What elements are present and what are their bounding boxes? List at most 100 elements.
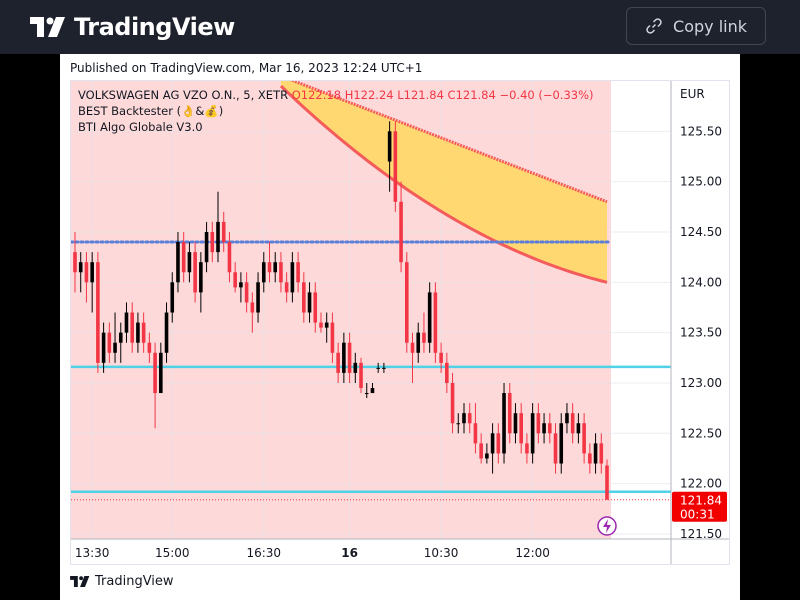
candle — [387, 121, 392, 192]
candle — [141, 312, 146, 353]
candle-body — [450, 382, 455, 424]
footer-brand: TradingView — [70, 574, 174, 589]
candle-body — [227, 242, 232, 273]
candle-body — [84, 262, 89, 283]
time-tick-label: 13:30 — [75, 546, 110, 560]
candle-body — [462, 413, 466, 424]
candle — [439, 342, 443, 373]
candle — [204, 221, 209, 273]
candle — [118, 322, 123, 363]
price-tick-label: 124.50 — [680, 225, 722, 239]
brand-logo[interactable]: TradingView — [30, 12, 235, 42]
candle-body — [284, 282, 289, 293]
candle — [525, 433, 529, 464]
candle — [319, 312, 323, 333]
candle-body — [193, 252, 197, 293]
candle-body — [239, 282, 243, 288]
candle — [239, 272, 243, 303]
time-tick-label: 16:30 — [246, 546, 281, 560]
candle-body — [181, 242, 186, 273]
candle — [559, 413, 564, 474]
price-tick-label: 123.50 — [680, 326, 722, 340]
candle — [221, 211, 226, 253]
candle-body — [256, 282, 260, 313]
candle-body — [296, 262, 300, 283]
candle — [324, 312, 329, 343]
candle — [427, 282, 432, 353]
candle-body — [279, 262, 283, 283]
candle — [147, 332, 152, 363]
candle-body — [416, 332, 421, 353]
time-tick-label: 12:00 — [515, 546, 550, 560]
price-tick-label: 122.00 — [680, 477, 722, 491]
candle-body — [376, 367, 380, 369]
candle-body — [479, 443, 483, 459]
candle — [582, 413, 586, 464]
price-tick-label: 125.50 — [680, 124, 722, 138]
candle — [605, 459, 609, 500]
candle-body — [404, 262, 409, 343]
candle-body — [307, 292, 312, 313]
candle-body — [588, 453, 592, 464]
candle-body — [204, 231, 209, 263]
candle-body — [96, 262, 100, 363]
candle-body — [244, 282, 249, 303]
candle-body — [439, 352, 443, 363]
chart-area[interactable]: EUR 125.50 125.00 124.50 124.00 123.50 123.00 1… — [70, 80, 730, 565]
candle — [210, 221, 215, 263]
candle — [399, 181, 403, 273]
candle-body — [382, 367, 386, 369]
candle — [261, 252, 266, 293]
candle-body — [107, 332, 112, 353]
legend-indicator-1: BEST Backtester (👌&💰) — [78, 104, 224, 118]
candle-body — [130, 312, 135, 343]
candle — [342, 332, 346, 383]
candle-body — [467, 413, 472, 424]
time-tick-label: 16 — [341, 546, 358, 560]
candle — [467, 403, 472, 434]
candle — [73, 231, 77, 293]
candle — [502, 382, 506, 464]
candle-body — [393, 131, 398, 202]
candle-body — [176, 242, 180, 283]
copy-link-label: Copy link — [673, 16, 747, 36]
candle — [216, 191, 220, 263]
candle — [78, 252, 83, 293]
time-tick-label: 10:30 — [424, 546, 459, 560]
candle — [84, 252, 89, 303]
candle — [576, 413, 581, 444]
candle — [519, 403, 523, 454]
candle — [273, 252, 278, 283]
price-chart[interactable]: EUR 125.50 125.00 124.50 124.00 123.50 123.00 1… — [71, 81, 730, 565]
candle-body — [502, 393, 506, 454]
candle — [330, 312, 335, 363]
legend-indicator-2: BTI Algo Globale V3.0 — [78, 120, 203, 134]
chart-card: Published on TradingView.com, Mar 16, 20… — [60, 54, 740, 600]
candle-body — [542, 423, 546, 434]
candle-body — [147, 342, 152, 353]
published-info: Published on TradingView.com, Mar 16, 20… — [70, 61, 423, 75]
candle — [364, 382, 369, 399]
candle — [542, 413, 546, 444]
candle-body — [410, 342, 415, 353]
candle — [353, 352, 358, 383]
candle — [124, 302, 129, 343]
candle-body — [141, 322, 146, 343]
candle-body — [267, 262, 272, 273]
candle — [485, 443, 489, 464]
candle-body — [347, 342, 352, 373]
copy-link-button[interactable]: Copy link — [626, 7, 766, 45]
candle — [553, 423, 558, 474]
candle — [450, 372, 455, 434]
candle-body — [576, 423, 581, 434]
candle-body — [290, 262, 295, 293]
candle-body — [570, 413, 575, 434]
price-tick-label: 125.00 — [680, 175, 722, 189]
candle-body — [530, 413, 535, 454]
candle-body — [164, 312, 169, 353]
candle — [376, 362, 380, 373]
candle — [90, 252, 94, 313]
candle — [336, 342, 340, 383]
candle — [416, 322, 421, 363]
